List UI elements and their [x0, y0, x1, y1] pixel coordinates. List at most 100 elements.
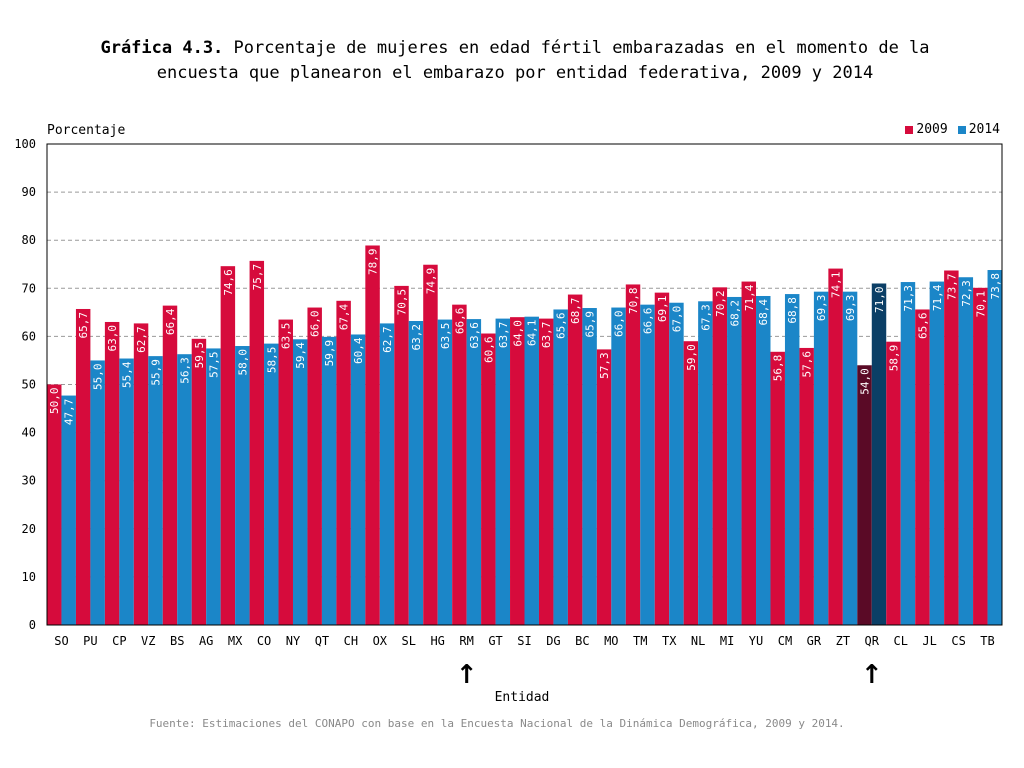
- x-tick-label: TM: [633, 634, 647, 648]
- bar-2009-TX: [654, 292, 670, 625]
- bar-2009-NY: [278, 319, 293, 625]
- data-label-2009-CP: 63,0: [106, 325, 119, 352]
- data-label-2009-BS: 66,4: [164, 308, 177, 335]
- data-label-2014-ZT: 69,3: [844, 295, 857, 322]
- bar-2009-GT: [481, 333, 496, 625]
- data-label-2014-AG: 57,5: [207, 351, 220, 378]
- bar-2009-OX: [365, 245, 380, 625]
- y-tick-label: 40: [22, 426, 36, 440]
- bar-2009-TB: [973, 287, 988, 625]
- bar-2009-MI: [712, 287, 728, 625]
- x-tick-label: BS: [170, 634, 184, 648]
- x-tick-label: CP: [112, 634, 126, 648]
- x-tick-label: SL: [402, 634, 416, 648]
- chart-title: Gráfica 4.3. Porcentaje de mujeres en ed…: [60, 36, 970, 86]
- data-label-2014-CH: 60,4: [352, 337, 365, 364]
- data-label-2014-BC: 65,9: [584, 311, 597, 338]
- bar-2014-BS: [177, 354, 192, 625]
- bar-2009-MO: [596, 349, 612, 625]
- data-label-2014-NY: 59,4: [294, 342, 307, 369]
- data-label-2014-HG: 63,5: [439, 323, 452, 350]
- legend-swatch-2014: [957, 125, 966, 134]
- data-label-2014-JL: 71,4: [931, 284, 944, 311]
- plot-frame: [46, 143, 1003, 626]
- bar-2009-QR: [857, 365, 872, 625]
- legend-label-2009: 2009: [916, 122, 948, 137]
- bar-2009-CL: [886, 341, 901, 625]
- data-label-2009-GR: 57,6: [801, 351, 814, 378]
- x-tick-label: MO: [604, 634, 618, 648]
- data-label-2014-QR: 71,0: [873, 286, 886, 313]
- bar-2014-MX: [235, 346, 250, 625]
- x-tick-label: HG: [430, 634, 444, 648]
- bar-2009-SI: [510, 317, 525, 625]
- bar-2014-YU: [756, 295, 771, 625]
- data-label-2014-VZ: 55,9: [150, 359, 163, 386]
- bar-2014-MO: [611, 307, 626, 625]
- x-tick-label: CM: [778, 634, 792, 648]
- data-label-2014-MX: 58,0: [236, 349, 249, 376]
- bar-2014-CM: [784, 294, 800, 625]
- x-tick-label: PU: [83, 634, 97, 648]
- source-note: Fuente: Estimaciones del CONAPO con base…: [149, 717, 845, 730]
- legend-swatch-2009: [905, 125, 914, 134]
- bar-2009-VZ: [133, 323, 149, 625]
- data-label-2009-MI: 70,2: [714, 290, 727, 317]
- data-label-2009-CO: 75,7: [251, 264, 264, 291]
- bar-2009-YU: [741, 281, 757, 625]
- bar-2009-TM: [625, 284, 641, 625]
- y-tick-label: 50: [22, 378, 36, 392]
- bar-2014-CH: [350, 334, 366, 625]
- x-tick-label: GR: [807, 634, 822, 648]
- bar-2014-SI: [524, 316, 539, 625]
- data-label-2009-CL: 58,9: [887, 345, 900, 372]
- bar-2014-BC: [582, 308, 597, 625]
- bar-2014-ZT: [842, 291, 858, 625]
- x-tick-label: CO: [257, 634, 271, 648]
- bar-2009-AG: [191, 338, 207, 625]
- data-label-2009-RM: 66,6: [453, 308, 466, 335]
- data-label-2009-HG: 74,9: [424, 268, 437, 295]
- bar-2014-CL: [900, 282, 916, 625]
- bar-2014-GT: [495, 318, 511, 625]
- x-tick-label: BC: [575, 634, 589, 648]
- data-label-2014-SO: 47,7: [63, 399, 76, 426]
- x-tick-label: MI: [720, 634, 734, 648]
- x-tick-label: CL: [893, 634, 907, 648]
- y-tick-label: 0: [29, 618, 36, 632]
- data-label-2009-GT: 60,6: [482, 337, 495, 364]
- x-tick-label: RM: [459, 634, 473, 648]
- data-label-2009-YU: 71,4: [743, 284, 756, 311]
- bar-2014-QR: [871, 283, 887, 625]
- data-label-2009-DG: 63,7: [540, 322, 553, 349]
- bar-2009-BC: [567, 294, 583, 625]
- x-tick-label: NL: [691, 634, 705, 648]
- bar-2014-QT: [321, 336, 337, 625]
- data-label-2009-CH: 67,4: [338, 303, 351, 330]
- x-tick-label: CS: [951, 634, 965, 648]
- bar-2009-ZT: [828, 268, 843, 625]
- x-tick-label: QT: [315, 634, 329, 648]
- legend-item-2014: 2014: [957, 122, 1000, 137]
- bar-2009-PU: [75, 308, 91, 625]
- data-label-2009-AG: 59,5: [193, 342, 206, 369]
- x-tick-label: DG: [546, 634, 560, 648]
- data-label-2014-CM: 68,8: [786, 297, 799, 324]
- bar-2014-NY: [292, 339, 308, 625]
- data-label-2014-NL: 67,3: [699, 304, 712, 331]
- bar-2014-JL: [929, 281, 945, 625]
- data-label-2009-MX: 74,6: [222, 269, 235, 296]
- bar-2014-NL: [698, 301, 713, 625]
- data-label-2009-JL: 65,6: [916, 312, 929, 339]
- bar-2014-CO: [264, 343, 279, 625]
- data-label-2014-CL: 71,3: [902, 285, 915, 312]
- x-tick-label: OX: [373, 634, 388, 648]
- x-tick-label: TB: [980, 634, 994, 648]
- x-axis-label: Entidad: [494, 690, 550, 705]
- x-tick-label: NY: [286, 634, 301, 648]
- data-label-2009-TB: 70,1: [974, 291, 987, 318]
- bar-2014-OX: [379, 323, 395, 625]
- data-label-2009-SL: 70,5: [396, 289, 409, 316]
- arrow-up-icon: ↑: [861, 660, 883, 690]
- bar-2009-CM: [770, 351, 785, 625]
